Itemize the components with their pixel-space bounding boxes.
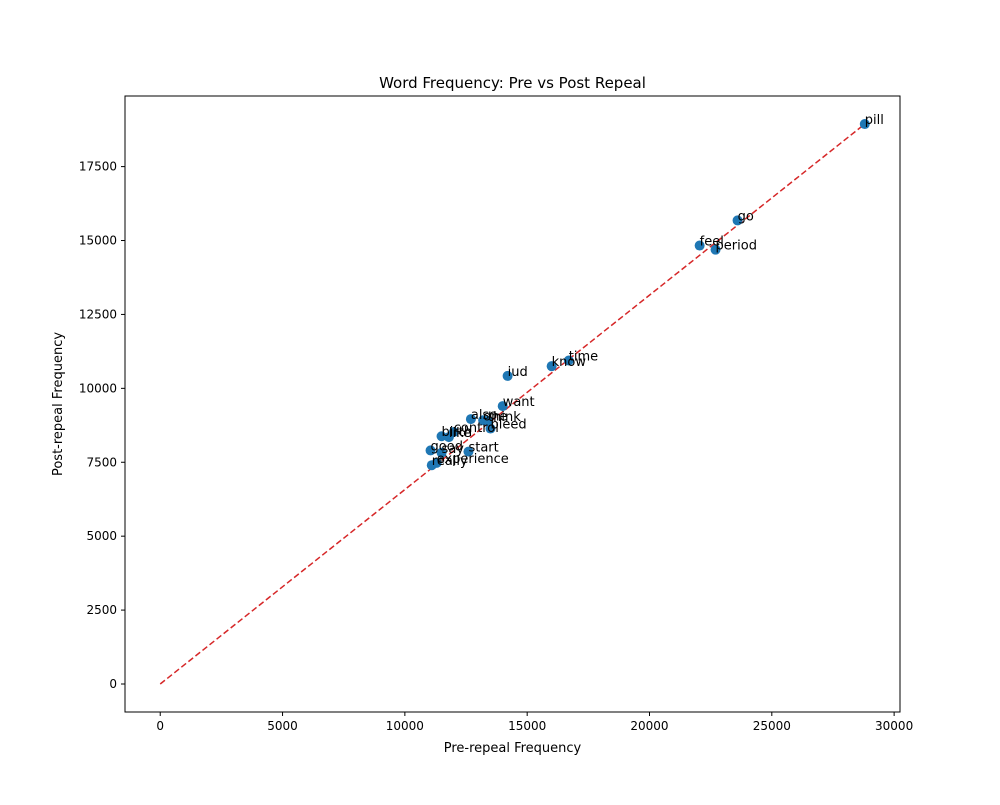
reference-line (159, 123, 866, 685)
point-label: also (471, 408, 497, 423)
point-label: start (468, 441, 498, 456)
data-point (497, 401, 508, 412)
x-tick-label: 30000 (875, 719, 913, 733)
point-label: go (738, 209, 754, 224)
point-label: control (454, 421, 499, 436)
data-point (483, 415, 494, 426)
y-tick-label: 17500 (79, 160, 117, 174)
point-label: like (449, 426, 471, 441)
y-tick-label: 5000 (86, 529, 117, 543)
point-label: bleed (490, 418, 526, 433)
point-label: one (483, 409, 507, 424)
y-tick-label: 0 (109, 677, 117, 691)
data-point (732, 215, 743, 226)
point-label: iud (508, 365, 528, 380)
y-tick-label: 12500 (79, 307, 117, 321)
x-ticks: 0 5000 10000 15000 20000 25000 30000 (156, 712, 913, 733)
point-label: want (503, 395, 535, 410)
point-label: period (716, 239, 757, 254)
reference-line-layer (159, 123, 866, 685)
x-tick-label: 0 (156, 719, 164, 733)
data-point (425, 445, 436, 456)
point-label: experience (437, 452, 509, 467)
y-axis-label: Post-repeal Frequency (51, 332, 66, 476)
y-tick-label: 15000 (79, 234, 117, 248)
data-point (485, 423, 496, 434)
x-axis-label: Pre-repeal Frequency (444, 741, 582, 756)
data-point (443, 432, 454, 443)
data-point (710, 244, 721, 255)
chart-title: Word Frequency: Pre vs Post Repeal (379, 74, 646, 92)
y-tick-label: 7500 (86, 455, 117, 469)
x-tick-label: 25000 (753, 719, 791, 733)
data-point (694, 240, 705, 251)
point-label: say (442, 442, 465, 457)
data-point (436, 431, 447, 442)
point-label: time (569, 350, 598, 365)
y-ticks: 0 2500 5000 7500 10000 12500 15000 17500 (79, 160, 125, 691)
point-label: pill (865, 113, 884, 128)
point-label: birth (442, 425, 473, 440)
point-label: good (431, 439, 463, 454)
point-label: know (552, 355, 587, 370)
x-tick-label: 15000 (508, 719, 546, 733)
y-tick-label: 10000 (79, 381, 117, 395)
data-point (859, 119, 870, 130)
data-point (426, 460, 437, 471)
plot-frame (124, 95, 901, 713)
data-point (463, 446, 474, 457)
data-point (563, 355, 574, 366)
x-tick-label: 20000 (630, 719, 668, 733)
points-layer (425, 119, 870, 471)
x-tick-label: 5000 (267, 719, 298, 733)
data-point (502, 370, 513, 381)
y-tick-label: 2500 (86, 603, 117, 617)
data-point (436, 447, 447, 458)
point-label: really (432, 454, 468, 469)
x-tick-label: 10000 (386, 719, 424, 733)
point-label: think (488, 410, 521, 425)
data-point (465, 414, 476, 425)
data-point (546, 361, 557, 372)
point-label: feel (700, 235, 724, 250)
